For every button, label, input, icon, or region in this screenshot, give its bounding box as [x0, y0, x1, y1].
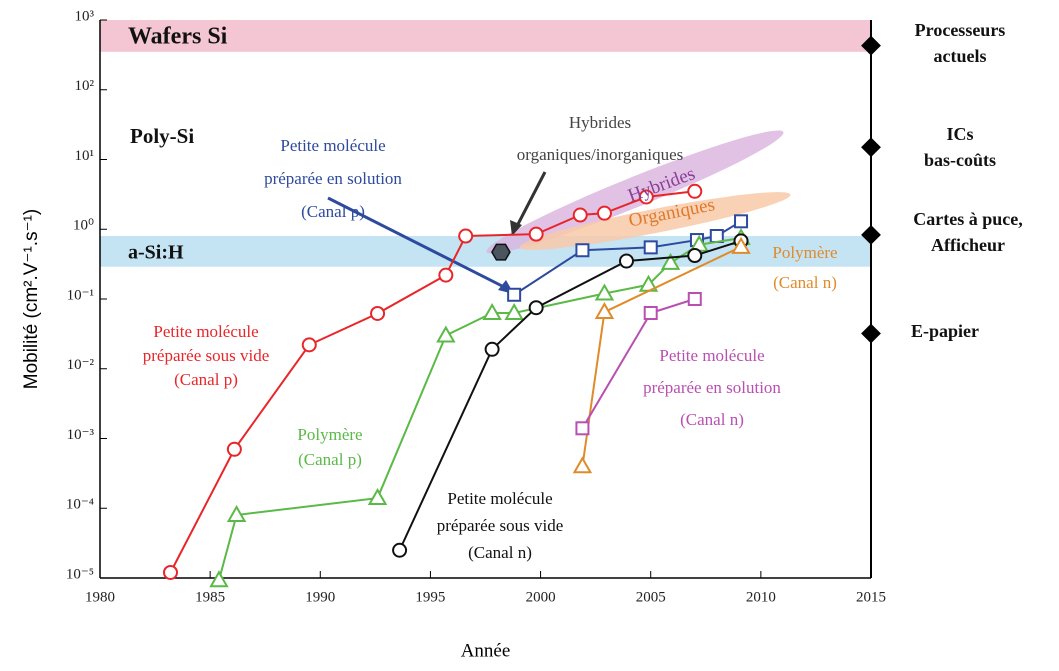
x-tick-label: 2010 — [746, 589, 776, 605]
marker — [484, 341, 500, 357]
y-tick-label: 10⁻⁴ — [66, 497, 94, 513]
series-label: (Canal p) — [301, 202, 365, 221]
marker — [643, 240, 658, 255]
series-label: (Canal p) — [298, 450, 362, 469]
series-label: Petite molécule — [447, 489, 552, 508]
marker — [507, 287, 522, 302]
level-label: Afficheur — [931, 235, 1005, 255]
x-tick-label: 1985 — [195, 589, 225, 605]
series-label: Petite molécule — [280, 136, 385, 155]
hybrid-label: Hybrides — [569, 113, 631, 132]
region-label: Poly-Si — [130, 124, 194, 148]
marker — [226, 504, 247, 523]
series-label: (Canal n) — [468, 543, 532, 562]
y-tick-label: 10⁻² — [67, 357, 95, 373]
level-label: actuels — [934, 46, 987, 66]
marker — [528, 226, 544, 242]
y-axis-label: Mobilité (cm².V⁻¹.s⁻¹) — [21, 209, 42, 390]
level-label: E-papier — [911, 321, 979, 341]
marker — [528, 300, 544, 316]
marker — [687, 183, 703, 199]
level-label: Cartes à puce, — [913, 209, 1022, 229]
series-label: préparée en solution — [264, 169, 402, 188]
marker — [209, 570, 229, 588]
marker — [594, 283, 615, 301]
y-tick-label: 10² — [75, 78, 95, 94]
band — [100, 20, 871, 52]
marker — [638, 189, 654, 205]
x-tick-label: 1990 — [305, 589, 335, 605]
series-label: Petite molécule — [153, 322, 258, 341]
marker — [660, 252, 681, 270]
marker — [687, 292, 702, 306]
level-label: ICs — [946, 124, 973, 144]
hybrid-marker — [491, 243, 511, 261]
marker — [370, 305, 386, 321]
marker — [572, 456, 593, 474]
series-label: Petite molécule — [659, 346, 764, 365]
y-tick-label: 10¹ — [75, 148, 95, 164]
gray-arrowhead — [510, 220, 522, 236]
marker — [504, 302, 524, 320]
marker — [482, 302, 502, 320]
organic-zone — [519, 192, 791, 250]
marker — [594, 302, 615, 320]
level-marker — [861, 323, 881, 344]
marker — [731, 236, 751, 254]
y-tick-label: 10⁻¹ — [67, 287, 94, 303]
marker — [618, 253, 634, 269]
marker — [162, 564, 178, 580]
y-tick-label: 10⁰ — [73, 218, 94, 234]
level-label: bas-coûts — [924, 150, 996, 170]
marker — [687, 248, 703, 264]
gray-arrow — [514, 171, 547, 229]
marker — [226, 441, 242, 457]
y-tick-label: 10⁻³ — [67, 427, 95, 443]
marker — [575, 421, 590, 436]
hybrid-label: organiques/inorganiques — [517, 145, 684, 164]
marker — [734, 214, 749, 229]
series-label: préparée sous vide — [143, 346, 270, 365]
blue-arrow — [327, 196, 511, 292]
marker — [438, 267, 454, 283]
band-label: a-Si:H — [128, 242, 184, 264]
series-label: (Canal p) — [174, 370, 238, 389]
series-label: préparée sous vide — [437, 516, 564, 535]
marker — [367, 488, 388, 506]
series-label: préparée en solution — [643, 378, 781, 397]
marker — [436, 325, 456, 343]
y-tick-label: 10³ — [75, 8, 95, 24]
marker — [301, 337, 317, 353]
series-line — [398, 239, 742, 551]
marker — [596, 205, 612, 221]
x-tick-label: 1980 — [85, 589, 115, 605]
series-label: Polymère — [297, 425, 362, 444]
x-tick-label: 2005 — [636, 589, 666, 605]
marker — [392, 542, 408, 558]
x-tick-label: 1995 — [415, 589, 445, 605]
series-label: (Canal n) — [773, 273, 837, 292]
marker — [575, 243, 590, 258]
marker — [458, 228, 474, 244]
level-marker — [861, 137, 881, 158]
series-label: Polymère — [772, 243, 837, 262]
x-axis-label: Année — [461, 640, 511, 661]
series-label: (Canal n) — [680, 410, 744, 429]
band — [100, 236, 871, 267]
marker — [643, 305, 658, 320]
band-label: Wafers Si — [128, 24, 228, 50]
level-label: Processeurs — [915, 20, 1006, 40]
x-tick-label: 2000 — [526, 589, 556, 605]
marker — [572, 207, 588, 223]
y-tick-label: 10⁻⁵ — [66, 566, 94, 582]
x-tick-label: 2015 — [856, 589, 886, 605]
